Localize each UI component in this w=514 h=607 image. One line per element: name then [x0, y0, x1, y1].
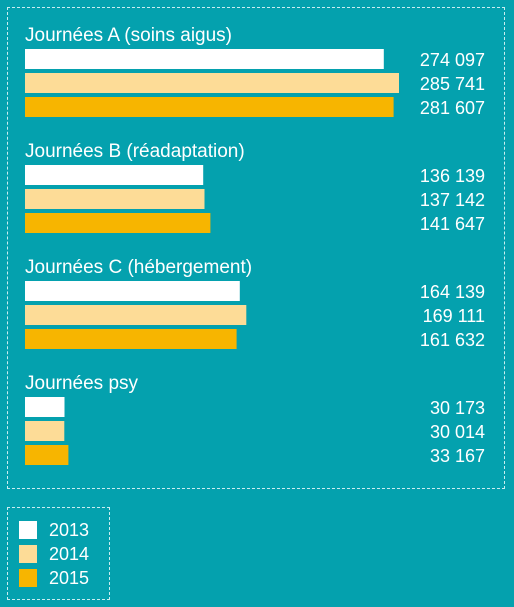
- category-label: Journées psy: [25, 373, 139, 394]
- legend-label: 2014: [49, 544, 89, 564]
- bar-2015: [25, 97, 394, 117]
- bar-2014: [25, 421, 65, 441]
- bar-2014: [25, 189, 205, 209]
- value-label: 281 607: [420, 98, 485, 118]
- legend-frame: [7, 507, 110, 600]
- bar-2013: [25, 281, 240, 301]
- bar-2013: [25, 397, 65, 417]
- value-label: 161 632: [420, 330, 485, 350]
- legend-label: 2015: [49, 568, 89, 588]
- chart-frame: [7, 7, 505, 489]
- value-label: 137 142: [420, 190, 485, 210]
- bar-2015: [25, 445, 69, 465]
- value-label: 30 173: [430, 398, 485, 418]
- bar-2015: [25, 329, 237, 349]
- legend-swatch-2014: [19, 545, 37, 563]
- value-label: 136 139: [420, 166, 485, 186]
- value-label: 169 111: [423, 306, 485, 326]
- bar-2013: [25, 49, 384, 69]
- value-label: 285 741: [420, 74, 485, 94]
- value-label: 30 014: [430, 422, 485, 442]
- legend-swatch-2013: [19, 521, 37, 539]
- legend-label: 2013: [49, 520, 89, 540]
- legend-swatch-2015: [19, 569, 37, 587]
- value-label: 164 139: [420, 282, 485, 302]
- bar-2014: [25, 73, 399, 93]
- category-label: Journées A (soins aigus): [25, 25, 232, 46]
- bar-2014: [25, 305, 247, 325]
- category-label: Journées C (hébergement): [25, 257, 252, 278]
- category-label: Journées B (réadaptation): [25, 141, 245, 162]
- bar-2013: [25, 165, 204, 185]
- bar-2015: [25, 213, 211, 233]
- value-label: 33 167: [430, 446, 485, 466]
- value-label: 141 647: [420, 214, 485, 234]
- value-label: 274 097: [420, 50, 485, 70]
